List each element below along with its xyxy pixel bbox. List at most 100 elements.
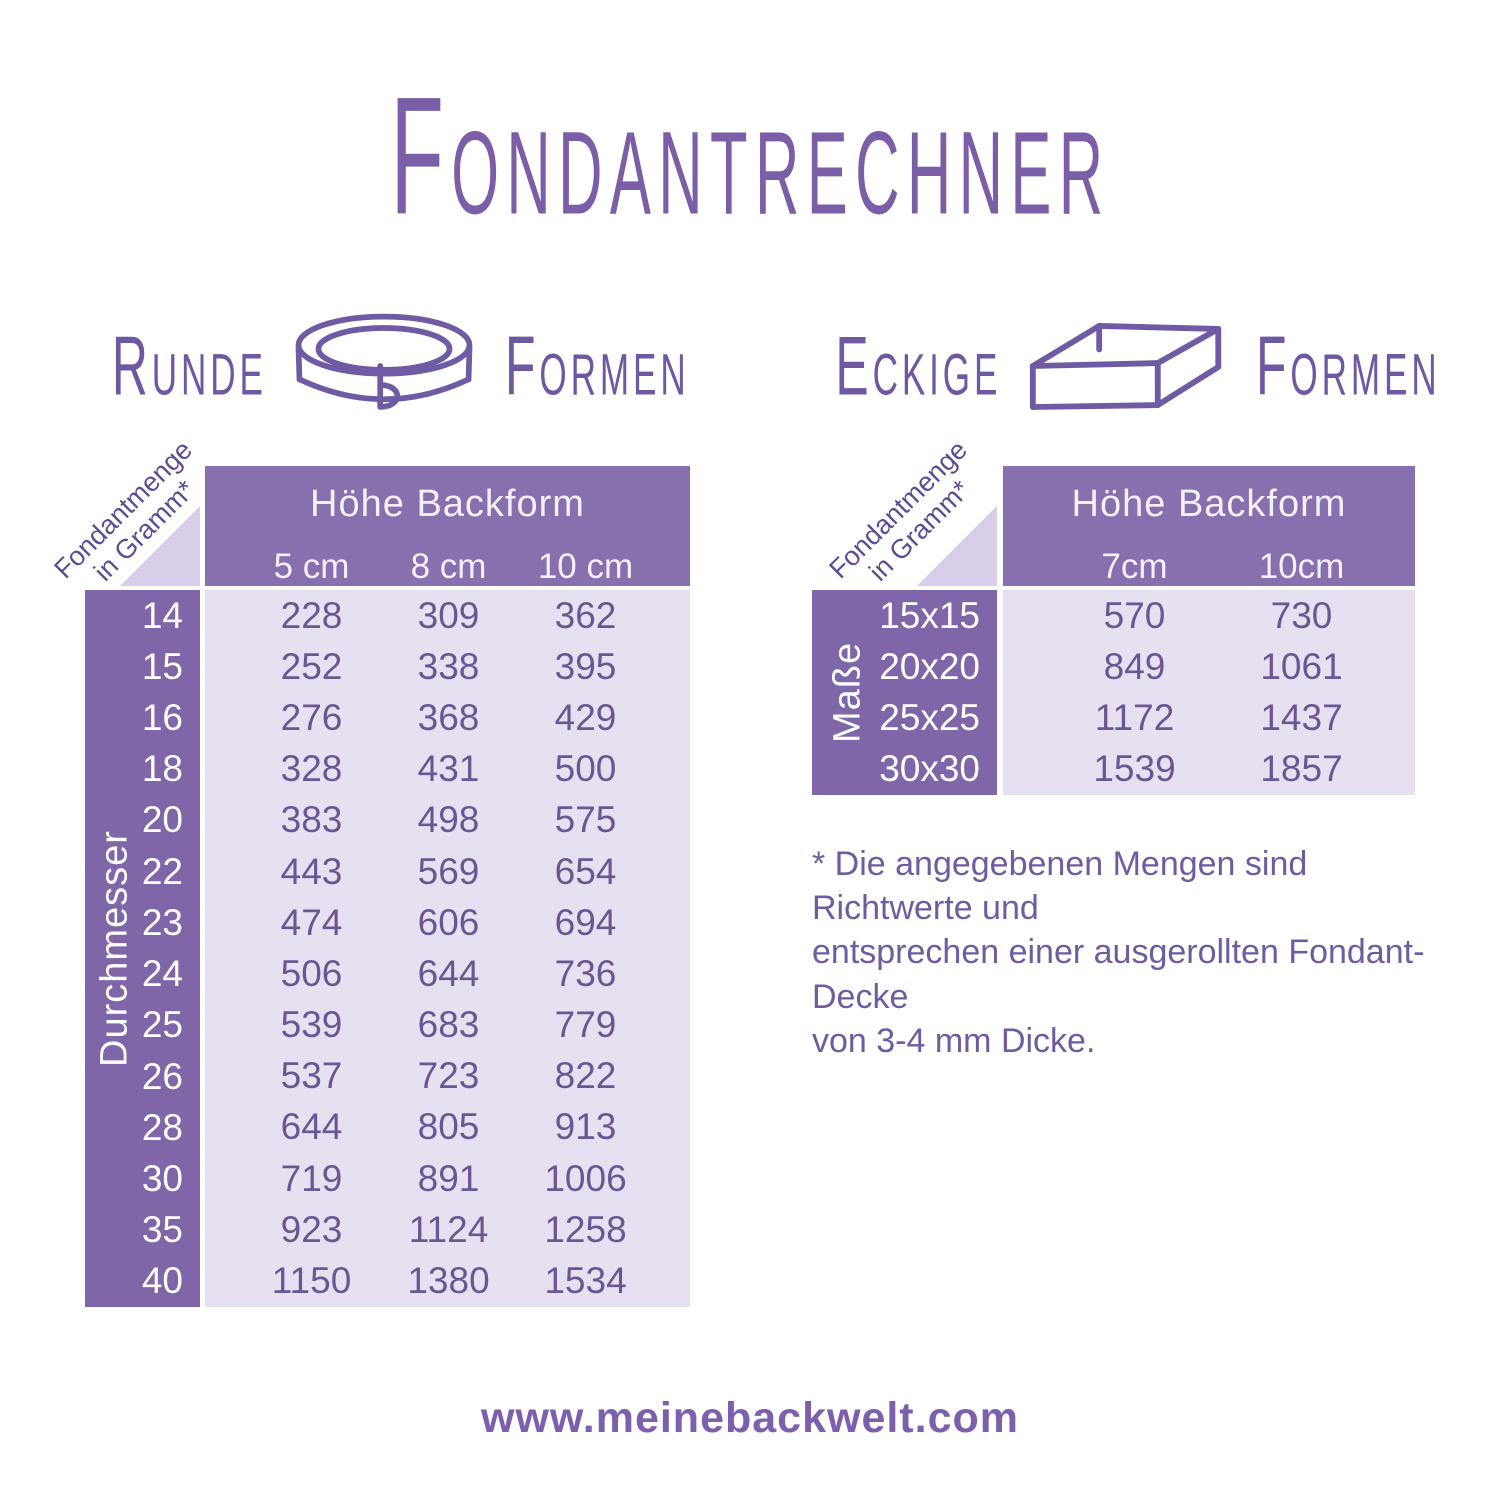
row-label: 18	[141, 748, 183, 790]
cell: 723	[417, 1055, 480, 1097]
cell: 1124	[408, 1208, 489, 1250]
column-header: 8 cm	[410, 547, 487, 586]
corner-triangle	[120, 506, 200, 586]
row-label: 35	[141, 1209, 183, 1251]
row-label: 22	[141, 850, 183, 892]
row-label: 24	[141, 953, 183, 995]
cell: 1534	[544, 1260, 627, 1302]
cell: 500	[554, 748, 617, 790]
column-header: 10 cm	[537, 547, 634, 586]
footnote-line: entsprechen einer ausgerollten Fondant-D…	[812, 933, 1425, 1016]
square-table-side-label: Maße	[826, 641, 869, 744]
footnote-line: von 3-4 mm Dicke.	[812, 1021, 1096, 1060]
table-row: 1172 1437	[1003, 692, 1415, 743]
cell: 736	[554, 952, 617, 994]
cell: 923	[280, 1208, 343, 1250]
row-label: 23	[141, 901, 183, 943]
cell: 1539	[1093, 748, 1176, 790]
cell: 537	[280, 1055, 343, 1097]
square-table-body: 570 730 849 1061 1172 1437 1539 1857	[1003, 590, 1415, 795]
cell: 252	[280, 645, 343, 687]
table-row: 539 683 779	[205, 1000, 690, 1051]
table-row: 644 805 913	[205, 1102, 690, 1153]
cell: 429	[554, 696, 617, 738]
table-row: 383 498 575	[205, 795, 690, 846]
square-cake-pan-icon	[1029, 323, 1221, 410]
cell: 849	[1103, 645, 1166, 687]
cell: 913	[554, 1106, 617, 1148]
cell: 1380	[407, 1260, 490, 1302]
cell: 822	[554, 1055, 617, 1097]
corner-triangle	[917, 506, 997, 586]
cell: 328	[280, 748, 343, 790]
round-table-header: Höhe Backform 5 cm 8 cm 10 cm	[205, 466, 690, 586]
page-title-text: Fondantrechner	[389, 62, 1110, 251]
round-table-body: 228 309 362 252 338 395 276 368 429 328 …	[205, 590, 690, 1307]
square-table-header-title: Höhe Backform	[1071, 483, 1347, 525]
square-table-column-headers: 7cm 10cm	[1003, 547, 1415, 587]
cell: 431	[417, 748, 480, 790]
table-row: 228 309 362	[205, 590, 690, 641]
cell: 1437	[1260, 696, 1343, 738]
table-row: 443 569 654	[205, 846, 690, 897]
cell: 730	[1270, 594, 1333, 636]
row-label: 14	[141, 594, 183, 636]
cell: 1150	[271, 1260, 352, 1302]
cell: 805	[417, 1106, 480, 1148]
cell: 383	[280, 799, 343, 841]
cell: 570	[1103, 594, 1166, 636]
round-table-column-headers: 5 cm 8 cm 10 cm	[205, 547, 690, 587]
round-heading-word-right: Formen	[504, 319, 690, 413]
table-row: 1150 1380 1534	[205, 1255, 690, 1306]
row-label: 16	[141, 697, 183, 739]
row-label: 26	[141, 1055, 183, 1097]
cell: 1258	[544, 1208, 627, 1250]
table-row: 328 431 500	[205, 744, 690, 795]
round-cake-pan-icon	[295, 313, 473, 410]
table-row: 474 606 694	[205, 897, 690, 948]
cell: 368	[417, 696, 480, 738]
round-forms-heading: Runde Formen	[90, 296, 688, 436]
row-label: 15	[141, 645, 183, 687]
cell: 276	[280, 696, 343, 738]
square-table-header: Höhe Backform 7cm 10cm	[1003, 466, 1415, 586]
square-table-label-column: 15x15 20x20 25x25 30x30	[812, 590, 997, 795]
round-table-header-title: Höhe Backform	[310, 483, 585, 525]
square-forms-heading: Eckige Formen	[812, 296, 1436, 436]
footnote-line: * Die angegebenen Mengen sind Richtwerte…	[812, 845, 1308, 928]
cell: 338	[417, 645, 480, 687]
table-row: 506 644 736	[205, 948, 690, 999]
cell: 644	[417, 952, 480, 994]
cell: 644	[280, 1106, 343, 1148]
cell: 654	[554, 850, 617, 892]
table-row: 1539 1857	[1003, 744, 1415, 795]
table-row: 570 730	[1003, 590, 1415, 641]
round-table-side-label: Durchmesser	[93, 830, 136, 1067]
cell: 606	[417, 901, 480, 943]
column-header: 5 cm	[273, 547, 350, 586]
table-row: 719 891 1006	[205, 1153, 690, 1204]
website-url: www.meinebackwelt.com	[481, 1394, 1019, 1442]
table-row: 252 338 395	[205, 641, 690, 692]
cell: 719	[280, 1157, 343, 1199]
round-table-label-column: 14 15 16 18 20 22 23 24 25 26 28 30 35 4…	[85, 590, 200, 1307]
cell: 569	[417, 850, 480, 892]
cell: 683	[417, 1004, 480, 1046]
page-title: Fondantrechner	[0, 60, 1500, 250]
cell: 1857	[1260, 748, 1343, 790]
square-heading-word-left: Eckige	[835, 319, 1002, 413]
cell: 1172	[1094, 696, 1175, 738]
square-table-corner-cell: Fondantmenge in Gramm*	[812, 435, 997, 587]
row-label: 25	[141, 1004, 183, 1046]
round-heading-word-left: Runde	[111, 319, 267, 413]
cell: 498	[417, 799, 480, 841]
row-label: 28	[141, 1106, 183, 1148]
round-corner-label: Fondantmenge in Gramm*	[38, 425, 229, 616]
cell: 575	[554, 799, 617, 841]
cell: 891	[417, 1157, 480, 1199]
square-forms-table: Fondantmenge in Gramm* Höhe Backform 7cm…	[812, 435, 1415, 796]
table-row: 537 723 822	[205, 1051, 690, 1102]
cell: 362	[554, 594, 617, 636]
cell: 395	[554, 645, 617, 687]
